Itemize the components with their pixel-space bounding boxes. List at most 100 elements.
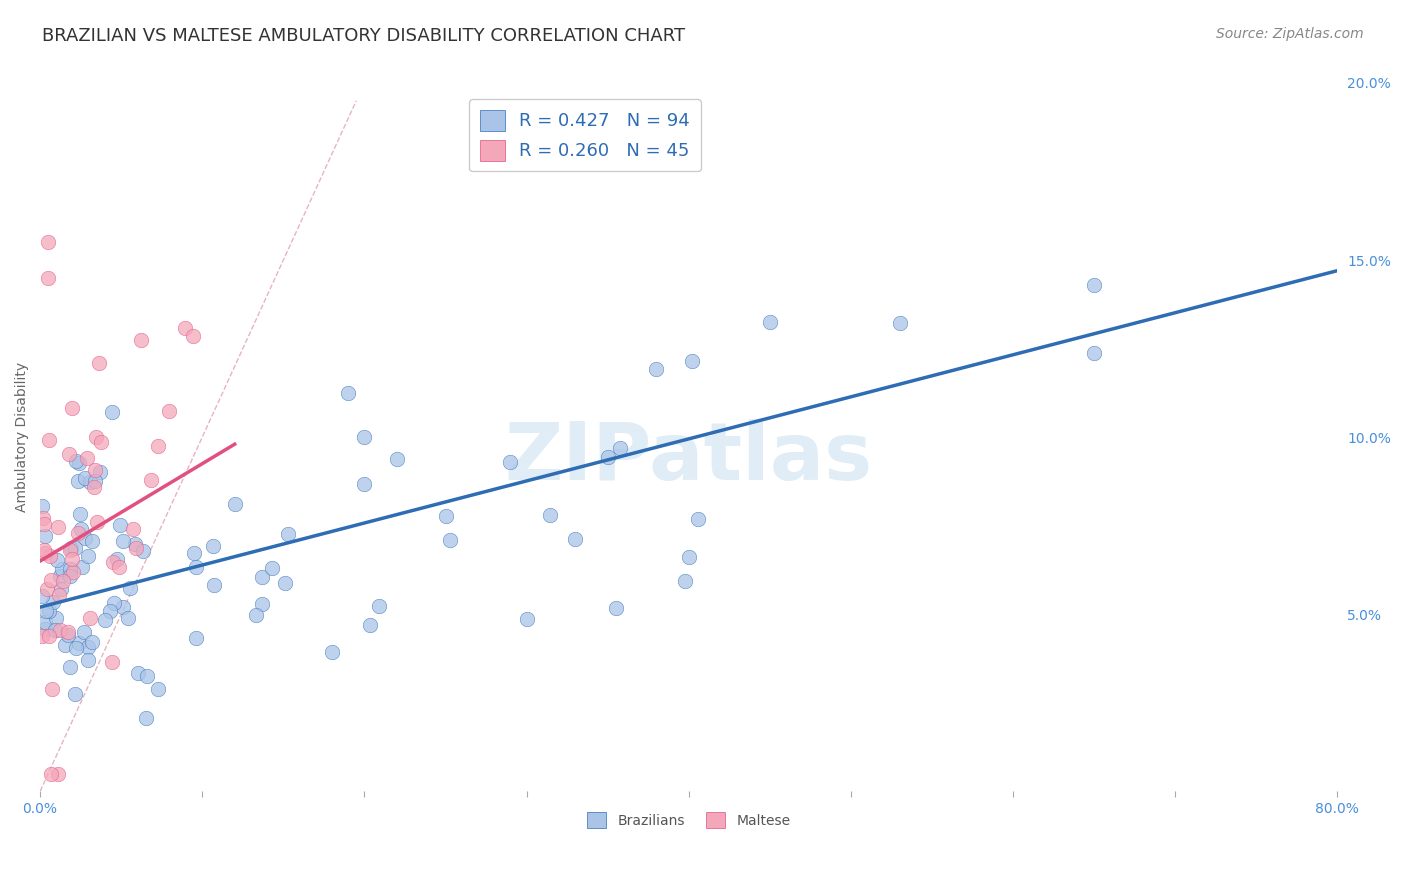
Point: [49, 624, 72, 638]
Point: [146, 681, 169, 696]
Point: [103, 596, 125, 610]
Point: [359, 617, 381, 632]
Point: [38, 434, 60, 448]
Point: [889, 316, 911, 330]
Point: [184, 631, 207, 645]
Point: [46, 520, 69, 534]
Point: [49, 569, 72, 583]
Point: [609, 441, 631, 455]
Point: [94, 614, 117, 628]
Point: [224, 497, 246, 511]
Point: [1083, 277, 1105, 292]
Point: [84, 462, 107, 476]
Point: [41, 682, 63, 697]
Point: [31, 630, 53, 644]
Point: [59, 562, 82, 576]
Point: [49, 582, 72, 597]
Point: [353, 476, 375, 491]
Point: [76, 450, 98, 465]
Point: [125, 541, 148, 556]
Point: [32, 542, 55, 557]
Point: [35, 582, 58, 596]
Point: [111, 534, 134, 549]
Point: [65, 454, 87, 468]
Point: [564, 533, 586, 547]
Point: [70, 560, 93, 574]
Point: [46, 553, 69, 567]
Point: [439, 533, 461, 548]
Point: [112, 600, 135, 615]
Point: [157, 403, 180, 417]
Point: [84, 475, 107, 489]
Point: [75, 471, 97, 485]
Point: [127, 666, 149, 681]
Point: [80, 533, 103, 548]
Point: [58, 447, 80, 461]
Point: [124, 537, 146, 551]
Point: [353, 430, 375, 444]
Point: [38, 603, 60, 617]
Point: [103, 555, 125, 569]
Point: [69, 508, 91, 522]
Point: [32, 516, 55, 531]
Point: [274, 576, 297, 591]
Point: [41, 766, 63, 780]
Point: [58, 624, 80, 639]
Point: [67, 636, 90, 650]
Point: [62, 565, 84, 579]
Point: [34, 529, 56, 543]
Point: [117, 610, 139, 624]
Point: [385, 452, 408, 467]
Point: [44, 623, 66, 637]
Point: [105, 551, 128, 566]
Point: [596, 450, 619, 465]
Point: [59, 659, 82, 673]
Point: [516, 612, 538, 626]
Point: [132, 544, 155, 558]
Point: [48, 588, 70, 602]
Point: [673, 574, 696, 588]
Point: [77, 640, 100, 654]
Point: [122, 522, 145, 536]
Point: [65, 641, 87, 656]
Point: [35, 604, 58, 618]
Point: [605, 601, 627, 615]
Point: [321, 645, 343, 659]
Point: [42, 595, 65, 609]
Point: [181, 328, 204, 343]
Point: [38, 549, 60, 563]
Point: [60, 541, 83, 555]
Point: [337, 385, 360, 400]
Point: [60, 552, 83, 566]
Point: [120, 581, 142, 595]
Point: [80, 634, 103, 648]
Y-axis label: Ambulatory Disability: Ambulatory Disability: [15, 362, 30, 512]
Point: [759, 315, 782, 329]
Point: [52, 574, 75, 588]
Point: [184, 560, 207, 574]
Legend: Brazilians, Maltese: Brazilians, Maltese: [582, 806, 796, 834]
Point: [31, 499, 53, 513]
Point: [368, 599, 391, 613]
Point: [277, 526, 299, 541]
Point: [83, 480, 105, 494]
Point: [499, 455, 522, 469]
Point: [129, 333, 152, 347]
Point: [79, 475, 101, 489]
Point: [77, 549, 100, 564]
Point: [31, 590, 53, 604]
Point: [39, 573, 62, 587]
Point: [63, 541, 86, 556]
Point: [67, 456, 90, 470]
Point: [66, 525, 89, 540]
Point: [101, 405, 124, 419]
Point: [70, 522, 93, 536]
Point: [174, 321, 197, 335]
Point: [678, 549, 700, 564]
Point: [34, 545, 56, 559]
Point: [37, 270, 59, 285]
Point: [84, 430, 107, 444]
Point: [146, 439, 169, 453]
Point: [245, 607, 267, 622]
Point: [1083, 345, 1105, 359]
